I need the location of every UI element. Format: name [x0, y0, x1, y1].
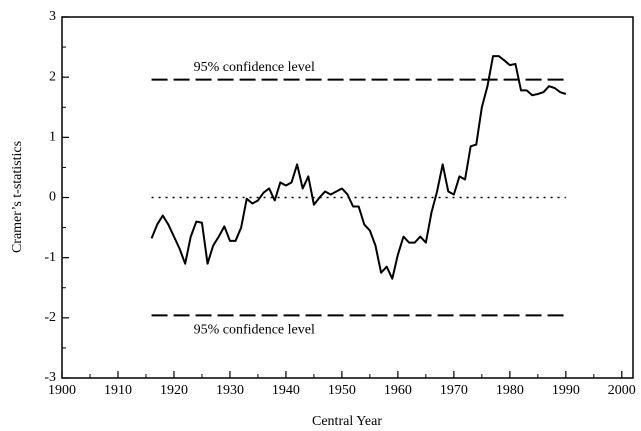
- reference-label: 95% confidence level: [194, 323, 315, 338]
- y-axis-label: Cramer’s t-statistics: [10, 141, 25, 253]
- reference-label: 95% confidence level: [194, 60, 315, 75]
- y-tick-label: -2: [44, 310, 56, 325]
- x-tick-label: 1990: [552, 383, 580, 398]
- x-tick-label: 1970: [440, 383, 468, 398]
- y-tick-label: 2: [49, 69, 56, 84]
- x-tick-label: 1980: [496, 383, 524, 398]
- y-tick-label: -3: [44, 370, 56, 385]
- y-tick-label: 3: [49, 9, 56, 24]
- x-tick-label: 1900: [48, 383, 76, 398]
- x-tick-label: 1910: [104, 383, 132, 398]
- x-tick-label: 1950: [328, 383, 356, 398]
- data-line: [150, 55, 567, 280]
- plot-frame: [61, 16, 634, 379]
- x-tick-label: 1930: [216, 383, 244, 398]
- y-tick-label: -1: [44, 250, 56, 265]
- x-tick-label: 1940: [272, 383, 300, 398]
- x-tick-label: 1920: [160, 383, 188, 398]
- x-tick-label: 2000: [608, 383, 636, 398]
- x-axis-label: Central Year: [312, 414, 382, 429]
- y-tick-label: 0: [49, 190, 56, 205]
- y-tick-label: 1: [49, 130, 56, 145]
- x-tick-label: 1960: [384, 383, 412, 398]
